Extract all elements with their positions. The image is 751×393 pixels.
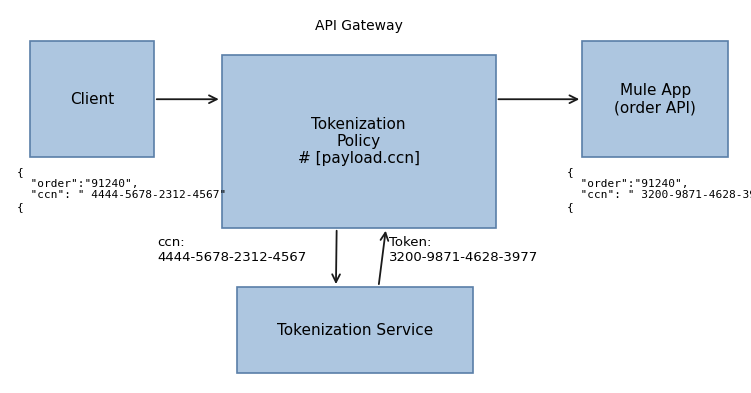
Text: Tokenization
Policy
# [payload.ccn]: Tokenization Policy # [payload.ccn]	[297, 117, 420, 166]
Text: Token:
3200-9871-4628-3977: Token: 3200-9871-4628-3977	[389, 236, 538, 264]
Text: API Gateway: API Gateway	[315, 18, 403, 33]
FancyBboxPatch shape	[30, 41, 154, 157]
FancyBboxPatch shape	[222, 55, 496, 228]
Text: {
  "order":"91240",
  "ccn": " 4444-5678-2312-4567"
{: { "order":"91240", "ccn": " 4444-5678-23…	[17, 167, 226, 212]
FancyBboxPatch shape	[582, 41, 728, 157]
Text: Mule App
(order API): Mule App (order API)	[614, 83, 696, 116]
Text: ccn:
4444-5678-2312-4567: ccn: 4444-5678-2312-4567	[158, 236, 307, 264]
FancyBboxPatch shape	[237, 287, 473, 373]
Text: {
  "order":"91240",
  "ccn": " 3200-9871-4628-3977"
{: { "order":"91240", "ccn": " 3200-9871-46…	[567, 167, 751, 212]
Text: Client: Client	[70, 92, 114, 107]
Text: Tokenization Service: Tokenization Service	[276, 323, 433, 338]
